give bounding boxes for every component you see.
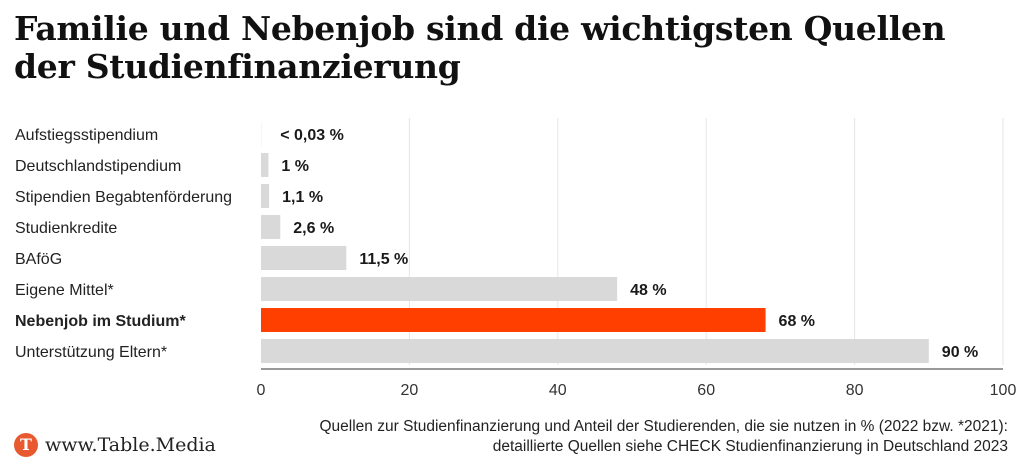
data-label: 1,1 % bbox=[282, 189, 323, 206]
x-tick-label: 60 bbox=[697, 382, 715, 399]
x-axis-ticks: 0 20 40 60 80 100 bbox=[257, 382, 1017, 399]
bar bbox=[261, 215, 281, 239]
x-tick-label: 20 bbox=[401, 382, 419, 399]
category-label: Unterstützung Eltern* bbox=[15, 344, 167, 361]
bar bbox=[261, 277, 618, 301]
bar bbox=[261, 308, 766, 332]
bars bbox=[261, 122, 929, 363]
data-label: < 0,03 % bbox=[280, 127, 344, 144]
bar bbox=[261, 153, 269, 177]
x-tick-label: 0 bbox=[257, 382, 266, 399]
bar bbox=[261, 246, 347, 270]
category-label: Studienkredite bbox=[15, 220, 117, 237]
value-labels: < 0,03 % 1 % 1,1 % 2,6 % 11,5 % 48 % 68 % 90 % bbox=[280, 127, 978, 361]
data-label: 68 % bbox=[779, 313, 815, 330]
category-label: Deutschlandstipendium bbox=[15, 158, 181, 175]
category-label: BAföG bbox=[15, 251, 62, 268]
data-label: 2,6 % bbox=[293, 220, 334, 237]
x-tick-label: 100 bbox=[990, 382, 1017, 399]
category-label: Nebenjob im Studium* bbox=[15, 313, 186, 330]
category-label: Stipendien Begabtenförderung bbox=[15, 189, 232, 206]
x-tick-label: 80 bbox=[846, 382, 864, 399]
brand-name: www.Table.Media bbox=[45, 434, 216, 456]
source-note: Quellen zur Studienfinanzierung und Ante… bbox=[319, 418, 1009, 455]
brand[interactable]: T www.Table.Media bbox=[14, 433, 216, 457]
x-tick-label: 40 bbox=[549, 382, 567, 399]
data-label: 90 % bbox=[942, 344, 978, 361]
category-labels: Aufstiegsstipendium Deutschlandstipendium… bbox=[15, 127, 232, 361]
table-media-logo-icon: T bbox=[14, 433, 38, 457]
data-label: 11,5 % bbox=[359, 251, 408, 268]
chart-title: Familie und Nebenjob sind die wichtigste… bbox=[14, 9, 946, 86]
bar bbox=[261, 339, 929, 363]
category-label: Aufstiegsstipendium bbox=[15, 127, 158, 144]
data-label: 1 % bbox=[281, 158, 309, 175]
bar bbox=[261, 184, 270, 208]
category-label: Eigene Mittel* bbox=[15, 282, 114, 299]
data-label: 48 % bbox=[630, 282, 666, 299]
